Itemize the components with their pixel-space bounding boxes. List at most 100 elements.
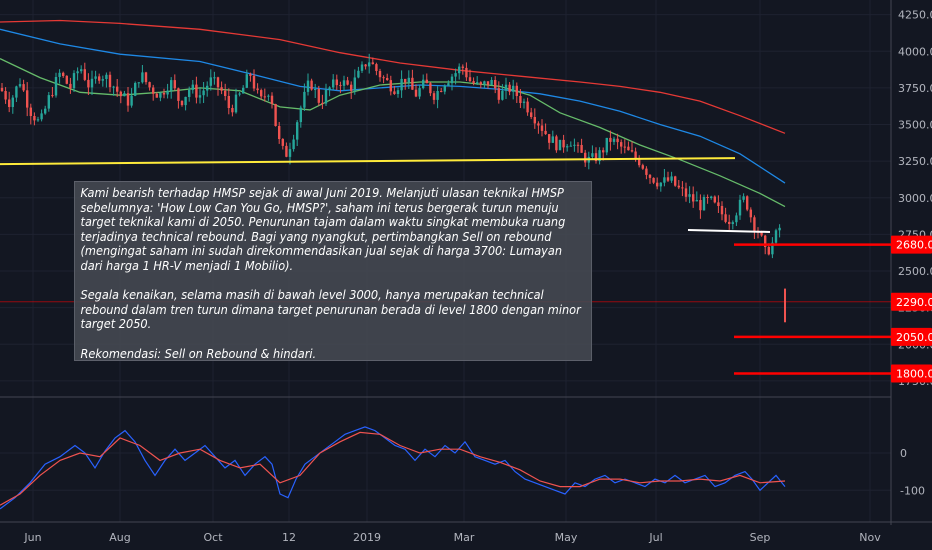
candle-body	[206, 85, 209, 91]
time-tick-label: Sep	[750, 531, 771, 544]
candle-body	[382, 77, 385, 79]
candle-body	[148, 82, 151, 88]
time-axis[interactable]: Jun Aug Oct 12 2019 Mar May Jul Sep Nov	[23, 531, 881, 544]
candle-body	[656, 182, 659, 187]
candle-body	[11, 97, 14, 107]
candle-body	[555, 136, 558, 151]
candle-body	[54, 77, 58, 96]
candle-body	[648, 174, 652, 178]
candle-body	[216, 77, 220, 88]
candle-body	[288, 149, 292, 157]
analysis-note[interactable]: Kami bearish terhadap HMSP sejak di awal…	[74, 181, 593, 361]
candle-body	[418, 88, 421, 97]
candle-body	[771, 242, 774, 255]
candle-body	[720, 206, 724, 215]
candle-body	[443, 85, 446, 92]
candle-body	[530, 112, 533, 117]
candle-body	[116, 86, 119, 92]
candle-body	[476, 82, 479, 84]
candle-body	[227, 96, 230, 108]
candle-body	[623, 146, 626, 148]
candle-body	[522, 101, 526, 103]
candle-body	[490, 80, 493, 85]
candle-body	[119, 91, 122, 97]
candle-body	[447, 83, 450, 86]
candle-body	[569, 145, 572, 147]
candle-body	[440, 91, 443, 92]
candle-body	[90, 78, 94, 88]
candle-body	[105, 74, 108, 79]
candle-body	[479, 82, 482, 85]
candle-body	[51, 95, 54, 97]
candle-body	[544, 130, 547, 135]
level-badge-label: 1800.0	[896, 368, 932, 381]
neckline[interactable]	[687, 228, 771, 233]
candle-body	[335, 79, 338, 86]
candle-body	[504, 84, 508, 91]
candle-body	[677, 185, 680, 188]
candle-body	[684, 188, 688, 197]
note-paragraph-3: Rekomendasi: Sell on Rebound & hindari.	[80, 346, 317, 361]
candle-body	[746, 196, 749, 210]
candle-body	[256, 88, 259, 91]
candle-body	[137, 82, 140, 84]
candle-body	[742, 196, 745, 200]
candle-body	[584, 152, 587, 163]
candle-body	[177, 88, 180, 101]
candle-body	[332, 79, 335, 88]
candle-body	[468, 77, 472, 82]
candle-body	[306, 80, 310, 92]
candle-body	[0, 87, 4, 91]
time-tick-label: Aug	[109, 531, 130, 544]
candle-body	[22, 84, 25, 91]
candle-body	[429, 83, 432, 94]
price-tick-label: 4250.0	[898, 9, 932, 22]
candle-body	[659, 182, 662, 187]
candle-body	[252, 75, 256, 89]
candle-body	[620, 142, 623, 147]
candle-body	[641, 165, 644, 169]
candle-body	[616, 138, 619, 143]
candle-body	[303, 91, 306, 108]
candle-body	[717, 202, 720, 206]
candle-body	[242, 87, 245, 94]
candle-body	[33, 116, 36, 121]
level-badge	[891, 364, 932, 383]
oscillator-tick-label: -100	[900, 484, 925, 497]
candle-body	[638, 158, 641, 166]
candle-body	[209, 77, 212, 86]
candle-body	[62, 72, 65, 76]
candle-body	[537, 123, 540, 126]
oscillator-slow	[0, 431, 786, 506]
candle-body	[18, 84, 22, 87]
candle-body	[494, 80, 497, 89]
candle-body	[497, 88, 500, 100]
candle-body	[83, 69, 86, 80]
candle-body	[350, 84, 353, 91]
candle-body	[87, 79, 90, 88]
candle-body	[310, 80, 313, 90]
price-series	[0, 19, 786, 259]
candle-body	[274, 104, 277, 126]
candle-body	[465, 67, 468, 78]
candle-body	[630, 150, 634, 152]
candle-body	[231, 108, 234, 113]
support-trendline[interactable]	[0, 157, 736, 166]
candle-body	[321, 102, 324, 104]
price-tick-label: 3500.0	[898, 119, 932, 132]
candle-body	[389, 80, 392, 92]
price-tick-label: 4000.0	[898, 45, 932, 58]
candle-body	[299, 107, 302, 123]
candle-body	[44, 108, 47, 114]
candle-body	[317, 89, 320, 103]
candle-body	[173, 80, 176, 89]
candle-body	[666, 177, 670, 181]
candle-body	[188, 89, 191, 97]
candle-body	[512, 85, 515, 92]
candle-body	[364, 64, 367, 67]
candle-body	[594, 153, 598, 161]
candle-body	[508, 84, 511, 92]
candle-body	[346, 80, 349, 85]
level-badge	[891, 235, 932, 254]
candle-body	[184, 96, 187, 106]
